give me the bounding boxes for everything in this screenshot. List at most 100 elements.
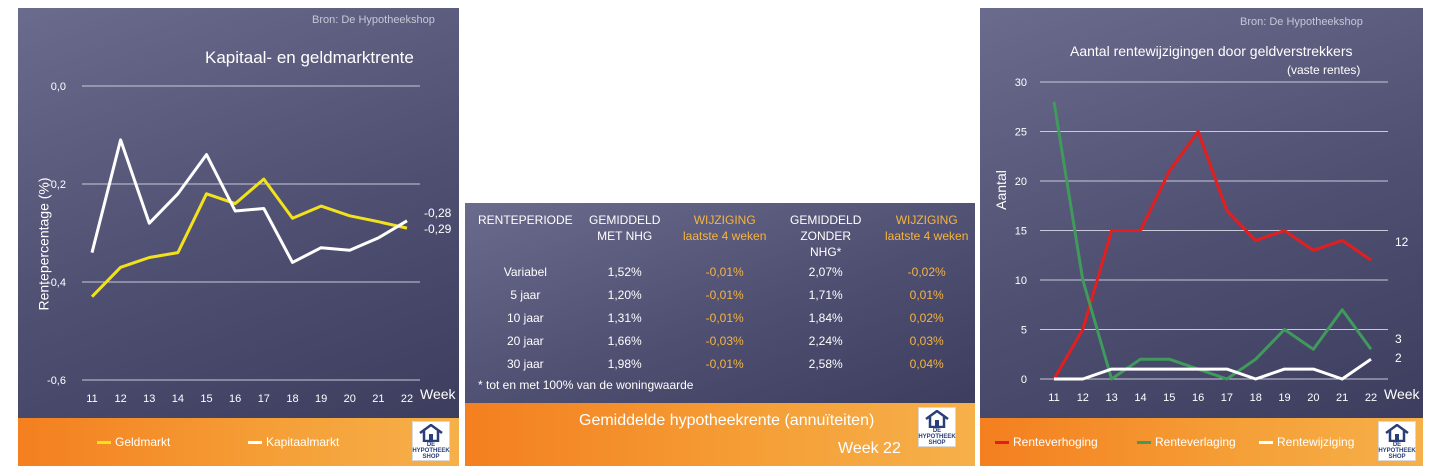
left-chart-x-tick-label: 11	[86, 393, 97, 405]
col-header-wijziging-zonder: WIJZIGING laatste 4 weken	[884, 213, 969, 243]
left-chart-y-tick-label: -0,2	[47, 179, 66, 191]
left-chart-x-tick-label: 15	[200, 393, 212, 405]
legend-label-renteverlaging: Renteverlaging	[1155, 435, 1236, 449]
left-chart-x-tick-label: 22	[401, 393, 413, 405]
rates-week: Week 22	[838, 440, 901, 457]
table-cell: Variabel	[503, 264, 547, 279]
right-chart-subtitle: (vaste rentes)	[1287, 63, 1361, 77]
logo-text-de: DE	[426, 442, 436, 448]
right-chart-series-line-renteverhoging	[1052, 130, 1372, 380]
right-chart-x-tick-label: 14	[1134, 392, 1146, 404]
left-end-label-kapitaal: -0,28	[424, 206, 452, 220]
legend-item-kapitaalmarkt: Kapitaalmarkt	[248, 435, 339, 449]
legend-label-kapitaalmarkt: Kapitaalmarkt	[266, 435, 340, 449]
right-chart-x-tick-label: 21	[1336, 392, 1348, 404]
left-chart-x-tick-label: 12	[115, 393, 127, 405]
table-cell: -0,01%	[705, 356, 744, 371]
hypotheekshop-logo: DE HYPOTHEEK SHOP	[1378, 421, 1416, 461]
left-chart-x-tick-label: 19	[315, 393, 327, 405]
table-cell: 2,24%	[808, 333, 843, 348]
right-chart-x-tick-label: 12	[1077, 392, 1089, 404]
left-chart-y-tick-label: -0,6	[47, 375, 66, 387]
table-row: 10 jaar 1,31% -0,01% 1,84% 0,02%	[472, 306, 981, 329]
right-chart-y-tick-label: 15	[1015, 226, 1027, 238]
right-chart-x-tick-label: 13	[1106, 392, 1118, 404]
right-chart-series-line-rentewijziging	[1054, 357, 1372, 381]
table-cell: 5 jaar	[510, 287, 541, 302]
left-chart-y-tick-label: -0,4	[47, 277, 66, 289]
col-header-renteperiode: RENTEPERIODE	[478, 213, 573, 227]
legend-item-geldmarkt: Geldmarkt	[97, 435, 170, 449]
left-chart-series-line-geldmarkt	[90, 177, 408, 298]
right-chart-y-tick-label: 0	[1021, 374, 1027, 386]
right-chart-x-tick-label: 16	[1192, 392, 1204, 404]
table-cell: -0,01%	[705, 310, 744, 325]
right-chart-x-tick-label: 15	[1163, 392, 1175, 404]
table-cell: 2,58%	[808, 356, 843, 371]
legend-label-geldmarkt: Geldmarkt	[115, 435, 171, 449]
left-chart-x-tick-label: 13	[143, 393, 155, 405]
right-chart-series-line-renteverlaging	[1052, 101, 1373, 381]
table-cell: 1,31%	[607, 310, 642, 325]
left-chart-x-tick-label: 20	[344, 393, 356, 405]
left-chart-x-tick-label: 21	[372, 393, 384, 405]
right-end-label-verlaging: 3	[1395, 332, 1402, 346]
right-x-axis-label: Week	[1384, 386, 1420, 402]
table-cell: 0,03%	[909, 333, 944, 348]
hypotheekshop-logo: DE HYPOTHEEK SHOP	[918, 407, 956, 447]
right-legend-bar	[980, 418, 1423, 466]
table-cell: 1,71%	[808, 287, 843, 302]
table-cell: 1,84%	[808, 310, 843, 325]
right-end-label-verhoging: 12	[1395, 235, 1409, 249]
logo-text-de: DE	[1392, 442, 1402, 448]
logo-text-hypotheek: HYPOTHEEK	[1378, 448, 1416, 454]
legend-item-renteverlaging: Renteverlaging	[1137, 435, 1236, 449]
table-row: 30 jaar 1,98% -0,01% 2,58% 0,04%	[472, 352, 981, 375]
right-chart-panel	[980, 8, 1423, 418]
legend-swatch-renteverlaging	[1137, 440, 1151, 444]
right-chart-y-tick-label: 25	[1015, 127, 1027, 139]
table-cell: 1,66%	[607, 333, 642, 348]
left-chart-x-tick-label: 14	[172, 393, 184, 405]
right-chart-x-tick-label: 22	[1365, 392, 1377, 404]
left-chart-x-tick-label: 17	[258, 393, 270, 405]
table-cell: -0,01%	[705, 287, 744, 302]
left-source: Bron: De Hypotheekshop	[312, 14, 435, 26]
table-cell: -0,03%	[705, 333, 744, 348]
right-chart-x-tick-label: 17	[1221, 392, 1233, 404]
col-header-met-nhg: GEMIDDELD MET NHG	[589, 213, 661, 243]
right-end-label-wijziging: 2	[1395, 351, 1402, 365]
col-header-wijziging-met: WIJZIGING laatste 4 weken	[682, 213, 767, 243]
right-chart-y-tick-label: 10	[1015, 275, 1027, 287]
table-header-row: RENTEPERIODE GEMIDDELD MET NHG WIJZIGING l…	[472, 212, 981, 260]
logo-text-hypotheek: HYPOTHEEK	[918, 434, 956, 440]
left-end-label-geld: -0,29	[424, 222, 452, 236]
right-chart-y-tick-label: 5	[1021, 325, 1027, 337]
legend-label-renteverhoging: Renteverhoging	[1013, 435, 1098, 449]
right-source: Bron: De Hypotheekshop	[1240, 16, 1363, 28]
table-cell: 0,02%	[909, 310, 944, 325]
rates-table-panel	[465, 203, 975, 403]
left-legend-bar	[18, 418, 459, 466]
table-cell: 1,20%	[607, 287, 642, 302]
legend-item-renteverhoging: Renteverhoging	[995, 435, 1098, 449]
table-cell: 0,01%	[909, 287, 944, 302]
table-row: 20 jaar 1,66% -0,03% 2,24% 0,03%	[472, 329, 981, 352]
table-cell: 1,98%	[607, 356, 642, 371]
house-icon	[1385, 424, 1409, 442]
right-chart-x-tick-label: 20	[1307, 392, 1319, 404]
table-cell: 1,52%	[607, 264, 642, 279]
table-cell: 0,04%	[909, 356, 944, 371]
left-chart-x-tick-label: 18	[286, 393, 298, 405]
logo-text-de: DE	[932, 428, 942, 434]
legend-label-rentewijziging: Rentewijziging	[1277, 435, 1355, 449]
right-chart-x-tick-label: 19	[1278, 392, 1290, 404]
logo-text-shop: SHOP	[422, 454, 440, 460]
legend-swatch-rentewijziging	[1259, 440, 1273, 444]
table-cell: 30 jaar	[506, 356, 544, 371]
right-y-axis-label: Aantal	[992, 170, 1009, 210]
legend-swatch-geldmarkt	[97, 440, 111, 444]
table-row: Variabel 1,52% -0,01% 2,07% -0,02%	[472, 260, 981, 283]
